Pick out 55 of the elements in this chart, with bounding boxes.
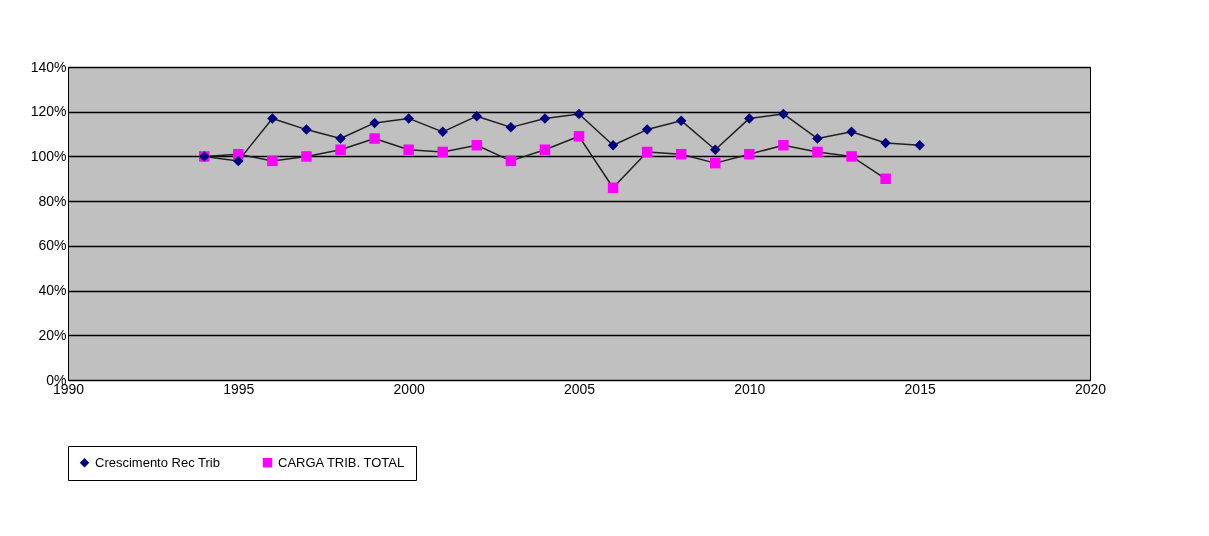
point — [403, 113, 414, 124]
point — [437, 126, 448, 138]
x-tick-label: 2005 — [563, 380, 596, 397]
point — [744, 113, 755, 124]
point — [880, 137, 891, 149]
point — [880, 173, 891, 185]
point — [573, 131, 585, 142]
point — [267, 113, 278, 124]
point — [369, 117, 380, 129]
point — [301, 151, 312, 162]
point — [267, 155, 278, 167]
y-tick-label: 40% — [38, 282, 67, 299]
point — [539, 113, 551, 124]
point — [778, 108, 789, 120]
point — [641, 146, 653, 158]
y-tick-label: 20% — [38, 326, 67, 343]
point — [846, 151, 857, 162]
point — [573, 108, 585, 120]
point — [812, 146, 823, 158]
point — [914, 140, 925, 151]
point — [335, 133, 346, 144]
point — [812, 133, 823, 144]
legend-label: CARGA TRIB. TOTAL — [278, 454, 405, 470]
x-tick-label: 2010 — [734, 380, 766, 397]
point — [607, 140, 619, 151]
point — [675, 115, 687, 126]
x-tick-label: 2015 — [904, 380, 936, 397]
x-tick-label: 2000 — [393, 380, 425, 397]
point — [607, 182, 619, 193]
point — [437, 146, 448, 158]
y-tick-label: 140% — [30, 58, 67, 75]
point — [369, 133, 380, 144]
point — [846, 126, 857, 138]
x-tick-label: 1995 — [223, 380, 255, 397]
point — [471, 140, 483, 151]
point — [233, 155, 244, 167]
point — [710, 144, 721, 155]
legend-label: Crescimento Rec Trib — [95, 454, 220, 470]
point — [403, 144, 414, 155]
point — [505, 155, 517, 167]
point — [778, 140, 789, 151]
point — [335, 144, 346, 155]
point — [744, 148, 755, 160]
x-tick-label: 2020 — [1074, 380, 1107, 397]
y-tick-label: 120% — [30, 103, 67, 120]
y-tick-label: 100% — [30, 147, 67, 164]
point — [675, 148, 687, 160]
point — [710, 157, 721, 169]
point — [301, 124, 312, 135]
point — [539, 144, 551, 155]
point — [471, 110, 483, 122]
y-tick-label: 80% — [38, 192, 67, 209]
y-tick-label: 60% — [38, 237, 67, 254]
point — [641, 124, 653, 135]
point — [505, 122, 517, 133]
